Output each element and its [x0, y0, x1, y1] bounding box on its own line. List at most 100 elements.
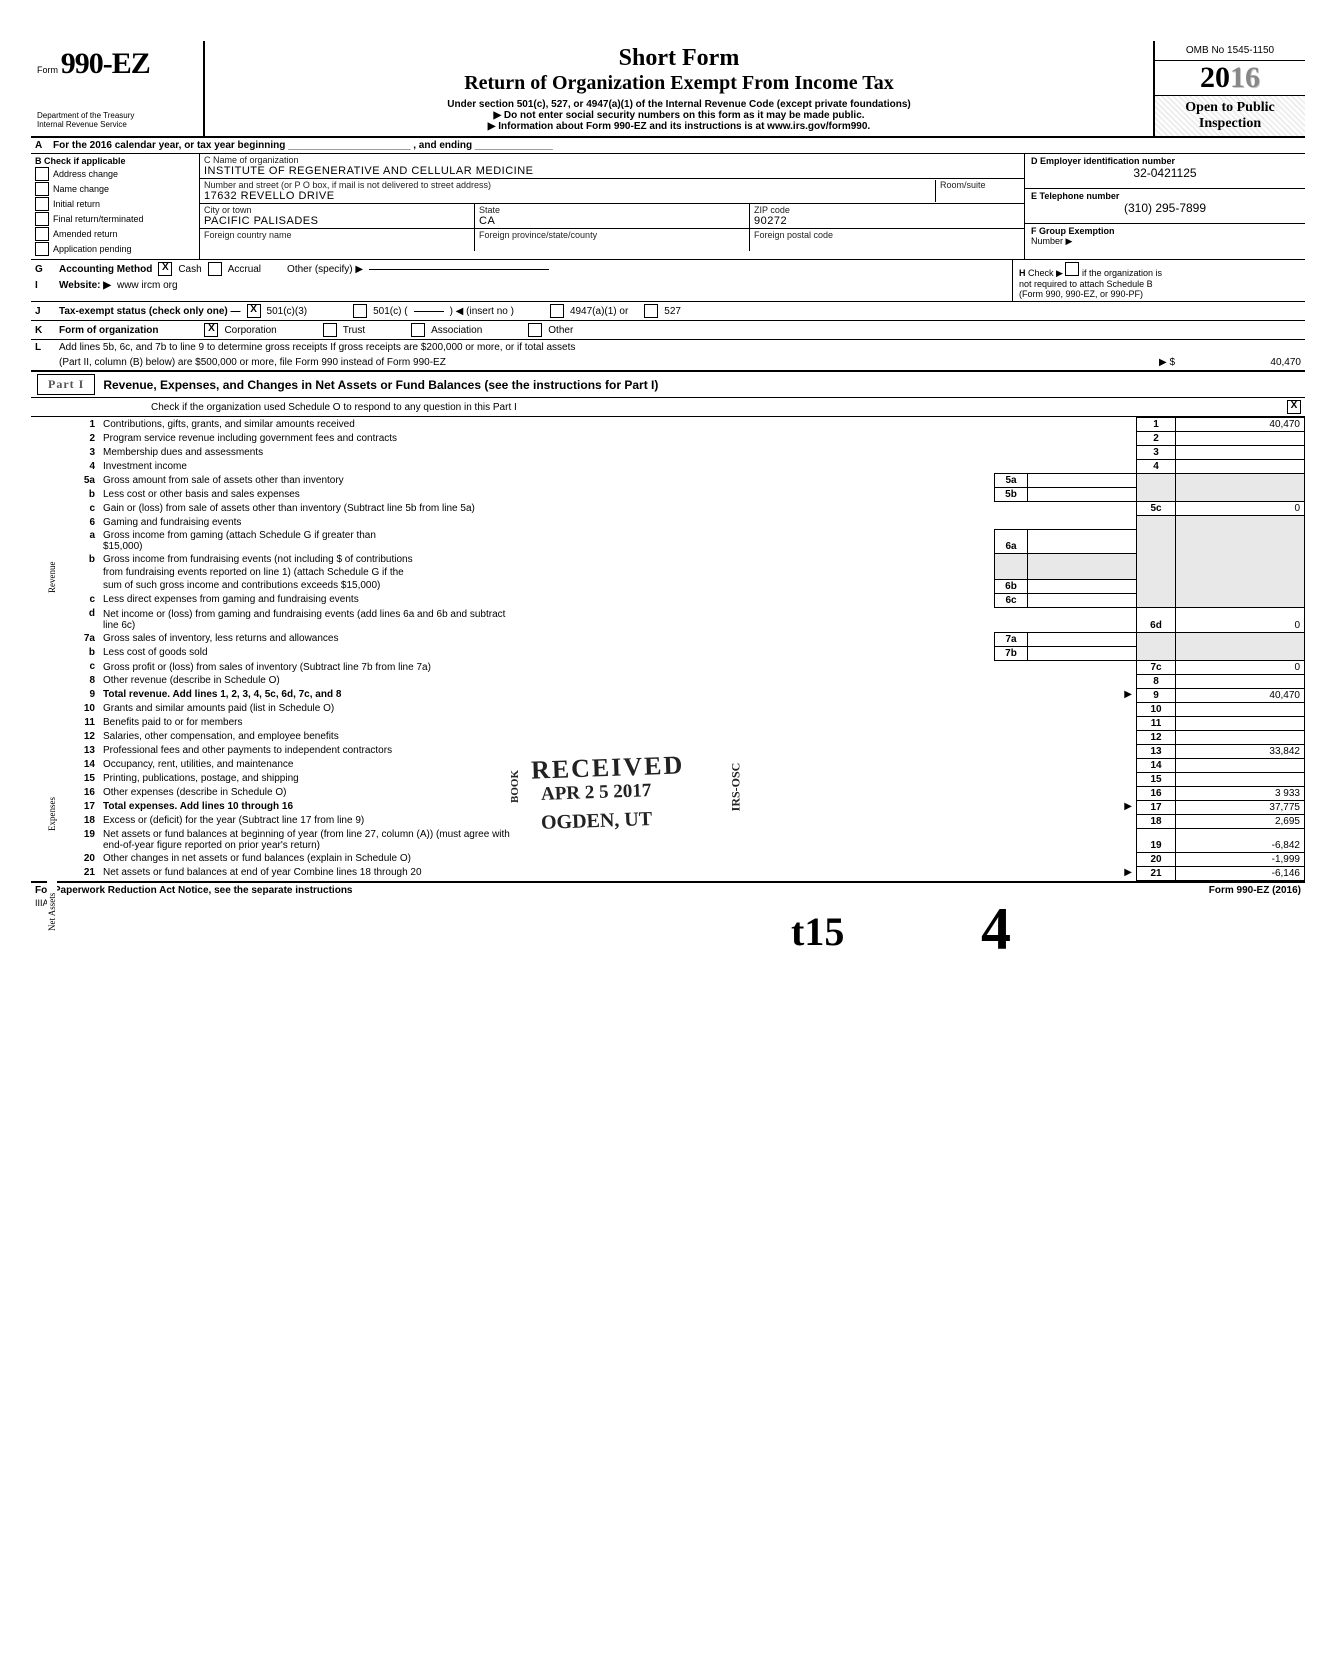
chk-initial-return[interactable]: [35, 197, 49, 211]
cash-label: Cash: [178, 264, 201, 275]
chk-label: Initial return: [53, 199, 100, 209]
arrow-icon: ▶: [1124, 801, 1132, 812]
line-box-num: 1: [1137, 418, 1176, 432]
line-num: 15: [61, 772, 99, 786]
line-num: b: [61, 646, 99, 660]
line-desc: Contributions, gifts, grants, and simila…: [99, 418, 1137, 432]
line-num: b: [61, 488, 99, 502]
line-desc: Gain or (loss) from sale of assets other…: [99, 502, 1137, 516]
identity-block: B Check if applicable Address change Nam…: [31, 154, 1305, 260]
letter-j: J: [35, 306, 53, 317]
501c-label2: ) ◀ (insert no ): [450, 306, 514, 317]
chk-501c[interactable]: [353, 304, 367, 318]
foreign-country-label: Foreign country name: [204, 230, 292, 240]
line-desc: Membership dues and assessments: [99, 446, 1137, 460]
chk-association[interactable]: [411, 323, 425, 337]
shade-cell: [1176, 516, 1305, 608]
form-990ez: Form 990-EZ Department of the Treasury I…: [30, 40, 1306, 1025]
line-box-num: 8: [1137, 674, 1176, 688]
chk-501c3[interactable]: X: [247, 304, 261, 318]
line-desc: Other changes in net assets or fund bala…: [99, 852, 1137, 866]
inner-num: 6a: [995, 529, 1028, 553]
chk-accrual[interactable]: [208, 262, 222, 276]
org-name-value: INSTITUTE OF REGENERATIVE AND CELLULAR M…: [204, 165, 1020, 177]
line-desc: Net assets or fund balances at end of ye…: [99, 866, 1137, 880]
line-value: 0: [1176, 607, 1305, 632]
line-desc-text2: $15,000): [103, 541, 142, 552]
line-num: a: [61, 529, 99, 553]
line-num: 8: [61, 674, 99, 688]
side-label-netassets: Net Assets: [47, 877, 57, 947]
accounting-method-label: Accounting Method: [59, 264, 152, 275]
line-box-num: 3: [1137, 446, 1176, 460]
chk-schedule-b[interactable]: [1065, 262, 1079, 276]
shade-cell: [1028, 553, 1137, 579]
footer-left: For Paperwork Reduction Act Notice, see …: [35, 885, 353, 896]
chk-527[interactable]: [644, 304, 658, 318]
chk-label: Name change: [53, 184, 109, 194]
shade-cell: [1176, 632, 1305, 660]
chk-address-change[interactable]: [35, 167, 49, 181]
tax-exempt-label: Tax-exempt status (check only one) —: [59, 306, 241, 317]
501c3-label: 501(c)(3): [267, 306, 308, 317]
inner-val: [1028, 474, 1137, 488]
line-desc-bold: Total expenses. Add lines 10 through 16: [103, 801, 293, 812]
chk-trust[interactable]: [323, 323, 337, 337]
form-number: 990-EZ: [61, 47, 150, 80]
line-num: 21: [61, 866, 99, 880]
header-middle: Short Form Return of Organization Exempt…: [205, 41, 1153, 136]
line-desc-text: Net assets or fund balances at beginning…: [103, 829, 510, 840]
association-label: Association: [431, 325, 482, 336]
chk-schedule-o[interactable]: X: [1287, 400, 1301, 414]
chk-amended[interactable]: [35, 227, 49, 241]
street-label: Number and street (or P O box, if mail i…: [204, 180, 491, 190]
room-label: Room/suite: [940, 180, 986, 190]
group-exemption-label: F Group Exemption: [1031, 226, 1299, 236]
row-a-text: For the 2016 calendar year, or tax year …: [53, 140, 553, 151]
line-value: 0: [1176, 502, 1305, 516]
line-box-num: 17: [1137, 800, 1176, 814]
chk-corporation[interactable]: X: [204, 323, 218, 337]
line-value: [1176, 460, 1305, 474]
stamp-city: OGDEN, UT: [541, 809, 653, 833]
accrual-label: Accrual: [228, 264, 261, 275]
line-desc-text2: line 6c): [103, 620, 135, 631]
line-box-num: 16: [1137, 786, 1176, 800]
title-return: Return of Organization Exempt From Incom…: [211, 72, 1147, 95]
form-header: Form 990-EZ Department of the Treasury I…: [31, 41, 1305, 138]
other-org-label: Other: [548, 325, 573, 336]
arrow-icon: ▶: [1124, 867, 1132, 878]
line-num: 20: [61, 852, 99, 866]
line-box-num: 20: [1137, 852, 1176, 866]
letter-l: L: [35, 342, 53, 353]
chk-final-return[interactable]: [35, 212, 49, 226]
line-value: [1176, 758, 1305, 772]
omb-number: OMB No 1545-1150: [1155, 41, 1305, 61]
other-label: Other (specify) ▶: [287, 264, 363, 275]
l-arrow: ▶ $: [1159, 357, 1175, 368]
other-specify-line[interactable]: [369, 269, 549, 270]
stamp-date: APR 2 5 2017: [541, 781, 652, 804]
line-box-num: 11: [1137, 716, 1176, 730]
line-num: 14: [61, 758, 99, 772]
chk-app-pending[interactable]: [35, 242, 49, 256]
line-desc-text: Net income or (loss) from gaming and fun…: [103, 609, 505, 620]
line-box-num: 4: [1137, 460, 1176, 474]
open-to-public: Open to Public Inspection: [1155, 95, 1305, 136]
line-desc: Benefits paid to or for members: [99, 716, 1137, 730]
line-value: 2,695: [1176, 814, 1305, 828]
inner-val: [1028, 579, 1137, 593]
line-num: 2: [61, 432, 99, 446]
line-box-num: 9: [1137, 688, 1176, 702]
form-prefix: Form: [37, 65, 58, 75]
501c-insert[interactable]: [414, 311, 444, 312]
chk-4947[interactable]: [550, 304, 564, 318]
section-b-checkboxes: B Check if applicable Address change Nam…: [31, 154, 200, 259]
chk-other-org[interactable]: [528, 323, 542, 337]
subheader-section: Under section 501(c), 527, or 4947(a)(1)…: [211, 99, 1147, 110]
corporation-label: Corporation: [224, 325, 276, 336]
line-num: 4: [61, 460, 99, 474]
chk-name-change[interactable]: [35, 182, 49, 196]
chk-cash[interactable]: X: [158, 262, 172, 276]
line-num: c: [61, 502, 99, 516]
